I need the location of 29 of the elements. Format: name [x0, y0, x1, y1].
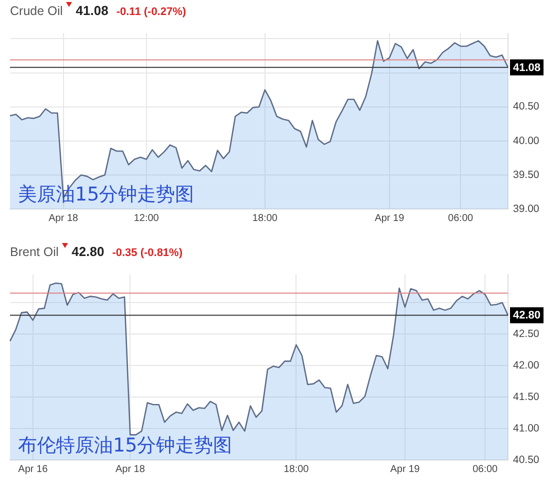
x-tick-label: 06:00	[472, 464, 498, 475]
y-tick-label: 39.00	[513, 202, 540, 215]
y-tick-label: 39.50	[513, 168, 540, 181]
x-tick-label: Apr 18	[115, 464, 146, 475]
y-tick-label: 40.00	[513, 134, 540, 147]
chart-title: Crude Oil	[10, 4, 63, 18]
text: -0.11 (-0.27%)	[116, 6, 186, 18]
y-tick-label: 41.50	[513, 390, 540, 403]
annotation: 布伦特原油15分钟走势图	[18, 434, 232, 456]
x-tick-label: 12:00	[134, 212, 160, 224]
ref-line-label: 42.80	[513, 310, 541, 322]
x-tick-label: Apr 16	[18, 464, 48, 475]
y-tick-label: 41.00	[513, 422, 540, 434]
chart-title: Brent Oil	[10, 245, 59, 259]
chart-subtitle: 42.80	[72, 244, 104, 259]
x-tick-label: Apr 19	[390, 464, 420, 475]
x-tick-label: 18:00	[284, 464, 310, 475]
x-tick-label: 06:00	[448, 212, 474, 224]
y-tick-label: 42.50	[513, 328, 540, 340]
chart-subtitle: 41.08	[76, 3, 108, 18]
y-tick-label: 40.50	[513, 100, 540, 113]
text: -0.35 (-0.81%)	[112, 247, 182, 259]
annotation: 美原油15分钟走势图	[18, 183, 194, 206]
x-tick-label: Apr 19	[374, 212, 405, 224]
x-tick-label: Apr 18	[48, 212, 79, 224]
ref-line-label: 41.08	[513, 62, 541, 74]
x-tick-label: 18:00	[252, 212, 278, 224]
y-tick-label: 40.50	[513, 454, 540, 466]
y-tick-label: 42.00	[513, 359, 540, 372]
